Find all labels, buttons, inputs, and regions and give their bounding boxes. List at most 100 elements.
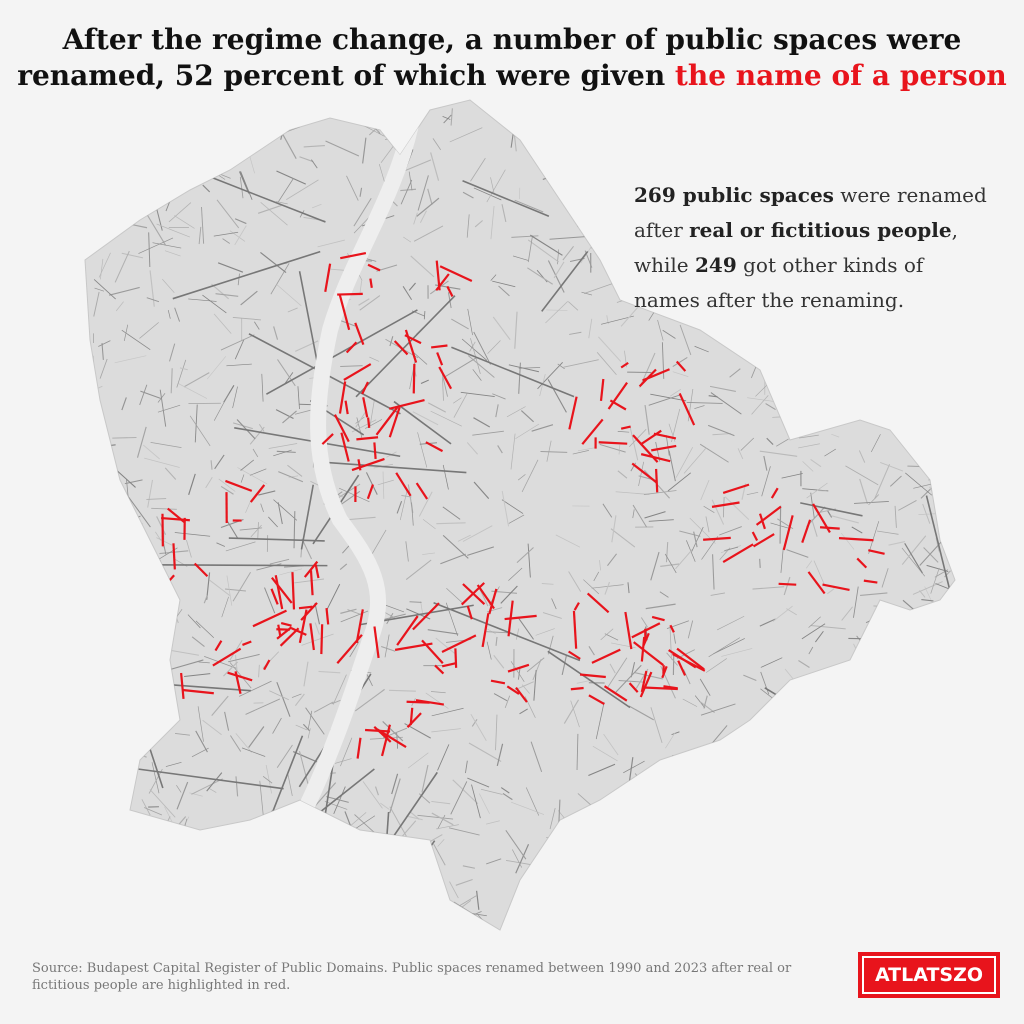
renamed-street <box>573 602 580 611</box>
street <box>617 856 626 862</box>
renamed-street <box>303 560 319 578</box>
street <box>466 442 478 455</box>
street <box>141 700 156 717</box>
street <box>881 568 889 588</box>
street <box>505 830 527 860</box>
street <box>473 481 490 500</box>
renamed-street <box>436 352 444 366</box>
street <box>749 798 776 814</box>
street <box>783 926 786 930</box>
street <box>120 547 136 551</box>
street <box>408 171 413 191</box>
street <box>792 328 818 359</box>
street <box>616 847 626 861</box>
street <box>487 340 501 354</box>
street <box>508 514 525 524</box>
street <box>824 924 838 930</box>
street <box>139 384 148 406</box>
street <box>381 872 413 887</box>
street <box>269 558 290 565</box>
street <box>874 147 884 169</box>
street <box>486 641 492 660</box>
street <box>828 741 833 751</box>
street <box>200 107 233 120</box>
renamed-street <box>249 484 266 503</box>
street <box>440 553 466 565</box>
street <box>783 576 791 596</box>
street <box>195 730 208 753</box>
street <box>711 499 725 525</box>
renamed-street <box>678 392 696 426</box>
street <box>699 443 729 463</box>
street <box>693 803 702 814</box>
street <box>605 193 621 199</box>
street <box>836 907 840 930</box>
main-road <box>433 601 581 662</box>
street <box>747 397 778 403</box>
street <box>533 670 537 701</box>
street <box>585 898 597 909</box>
street <box>497 101 508 114</box>
street <box>600 628 614 641</box>
street <box>588 763 616 777</box>
renamed-street <box>633 641 664 666</box>
street <box>427 629 459 635</box>
street <box>813 916 833 930</box>
title-line: renamed, 52 percent of which were given <box>17 59 675 92</box>
street <box>562 246 574 261</box>
street <box>437 839 445 847</box>
renamed-street <box>263 659 271 671</box>
street <box>701 536 719 560</box>
street <box>286 179 319 200</box>
street <box>98 340 111 347</box>
street <box>86 707 89 717</box>
street <box>855 323 876 328</box>
street <box>897 802 917 826</box>
street <box>599 444 626 453</box>
street <box>224 711 230 731</box>
street <box>911 639 916 668</box>
renamed-street <box>161 516 190 522</box>
street <box>554 125 579 144</box>
street <box>665 732 676 749</box>
street <box>144 457 180 468</box>
street <box>869 145 890 174</box>
street <box>517 617 534 640</box>
street <box>151 507 177 510</box>
street <box>805 889 816 893</box>
renamed-street <box>182 688 214 695</box>
street <box>262 897 289 910</box>
street <box>512 255 529 261</box>
street <box>139 576 169 597</box>
street <box>115 301 124 312</box>
street <box>593 127 621 132</box>
street <box>353 197 372 227</box>
street <box>205 834 222 845</box>
street <box>635 796 665 812</box>
street <box>164 840 167 862</box>
street <box>786 820 790 831</box>
street <box>840 532 855 550</box>
street <box>570 119 581 127</box>
street <box>460 391 495 397</box>
street <box>639 150 642 181</box>
street <box>618 444 621 455</box>
street <box>667 472 692 492</box>
street <box>122 179 140 208</box>
street <box>189 847 196 862</box>
street <box>145 717 163 721</box>
street <box>780 365 784 388</box>
street <box>547 922 561 930</box>
street <box>442 377 448 397</box>
street <box>273 499 298 521</box>
street <box>207 850 241 869</box>
street <box>634 671 663 680</box>
street <box>187 841 200 847</box>
street <box>659 591 669 598</box>
renamed-street <box>356 436 379 441</box>
street <box>389 689 416 692</box>
street <box>549 807 556 830</box>
street <box>774 125 786 140</box>
street <box>216 199 240 229</box>
street <box>303 661 309 687</box>
